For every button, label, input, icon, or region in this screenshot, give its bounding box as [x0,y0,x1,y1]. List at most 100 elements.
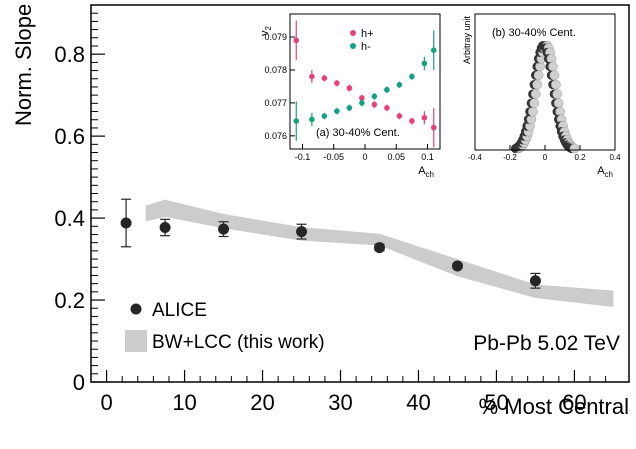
main-y-tick-label: 0.6 [54,124,85,149]
inset-a-hplus-point [359,95,365,101]
main-x-axis-title: % Most Central [479,394,629,419]
inset-b-distribution-point-light [533,70,544,81]
inset-a-hminus-point [309,116,315,123]
inset-a-background [290,14,440,149]
inset-a-v2-vs-ach: -0.1 -0.05 0 0.05 0.1 0.076 0.077 0.078 0.079 A… [259,13,441,179]
legend-bw-lcc-swatch [125,330,147,352]
inset-a-hminus-point [430,47,437,54]
alice-data-point [218,223,230,235]
inset-a-y-axis: 0.076 0.077 0.078 0.079 [264,32,295,141]
inset-a-y-tick-label: 0.079 [264,32,287,42]
inset-a-hplus-point [334,80,340,86]
inset-b-x-axis: -0.4 -0.2 0 0.2 0.4 [468,145,621,162]
inset-b-distribution-point-light [529,98,540,109]
inset-a-y-axis-title-sub: 2 [264,25,273,30]
alice-data-point [296,226,308,238]
inset-b-annotation: (b) 30-40% Cent. [492,27,576,39]
inset-b-distribution-point-light [552,89,563,99]
inset-a-y-tick-label: 0.078 [264,65,287,75]
inset-a-hplus-point [321,75,328,82]
main-y-axis-title: Norm. Slope [11,4,36,126]
inset-b-distribution-point-light [530,89,541,99]
main-y-tick-label: 0 [73,370,85,395]
inset-b-distribution-point-light [532,79,543,90]
inset-a-hminus-point [409,73,415,80]
inset-a-legend-hplus-marker [350,30,356,36]
inset-a-hplus-point [309,73,315,80]
inset-b-x-tick-label: 0.2 [574,153,586,162]
main-x-tick-label: 30 [328,390,352,415]
inset-b-x-tick-label: 0.4 [609,153,621,162]
inset-b-distribution-point-light [569,143,580,154]
inset-a-hplus-point [384,105,390,111]
alice-data-point [373,242,385,254]
inset-a-hplus-point [430,124,437,131]
inset-a-hplus-point [409,118,415,124]
bw-lcc-band [145,199,614,307]
inset-a-x-axis-title-sub: ch [426,170,434,179]
inset-a-x-tick-label: -0.05 [323,152,344,162]
main-chart: 0 10 20 30 40 50 60 00.20.40.60.8 % Most Centr… [11,4,630,419]
inset-a-x-tick-label: -0.1 [295,152,311,162]
inset-a-legend-hminus-label: h- [361,41,371,53]
main-x-tick-label: 40 [406,390,430,415]
inset-a-hplus-point [421,114,428,121]
alice-points-layer [120,198,541,289]
inset-a-y-axis-title-main: v [259,30,271,36]
inset-a-x-axis-title: Ach [418,165,434,179]
inset-b-distribution-point-light [550,79,561,90]
inset-a-hplus-point [293,37,300,44]
main-x-tick-label: 0 [100,390,112,415]
inset-a-legend-hminus-marker [350,43,356,49]
inset-a-hminus-point [334,108,340,114]
inset-b-y-axis-title: Arbitray unit [462,16,472,65]
inset-a-hplus-point [371,101,378,108]
legend-alice-marker [130,303,142,315]
inset-b-background [475,14,615,150]
main-x-tick-label: 20 [250,390,274,415]
inset-b-distribution-point-light [528,106,538,117]
legend-bw-lcc-label: BW+LCC (this work) [152,332,325,353]
inset-a-hminus-point [384,86,390,93]
inset-a-hminus-point [321,113,328,119]
alice-data-point [159,222,171,234]
inset-b-x-tick-label: -0.4 [468,153,482,162]
collision-system-label: Pb-Pb 5.02 TeV [473,332,620,355]
main-x-axis: 0 10 20 30 40 50 60 [100,370,607,415]
main-y-axis: 0 0.2 0.4 0.6 0.8 [54,12,105,395]
inset-a-hplus-point [396,113,403,119]
main-x-tick-label: 50 [484,390,508,415]
bw-lcc-band-layer [145,199,614,307]
inset-a-x-tick-label: 0.05 [387,152,405,162]
inset-b-x-axis-title-main: A [597,165,605,177]
inset-a-legend-hplus-label: h+ [361,28,374,40]
inset-b-distribution: -0.4 -0.2 0 0.2 0.4 Ach Arbitray unit (b) 30… [462,13,621,179]
inset-a-hplus-point [346,85,353,91]
alice-data-point [451,260,463,272]
inset-b-x-axis-title-sub: ch [605,170,613,179]
alice-data-point [529,275,541,287]
main-y-tick-label: 0.2 [54,288,85,313]
main-x-tick-label: 10 [172,390,196,415]
inset-a-y-axis-title: v2 [259,25,273,36]
inset-a-hminus-point [396,81,403,88]
main-y-tick-label: 0.8 [54,42,85,67]
inset-a-hminus-point [359,100,365,106]
inset-a-y-tick-label: 0.077 [264,98,287,108]
inset-b-points-layer [510,40,580,154]
inset-a-annotation: (a) 30-40% Cent. [316,127,400,139]
inset-b-distribution-point-light [548,61,558,72]
main-x-tick-label: 60 [562,390,586,415]
inset-b-x-axis-title: Ach [597,165,613,179]
inset-a-y-tick-label: 0.076 [264,131,287,141]
inset-a-x-axis-title-main: A [418,165,426,177]
inset-a-hminus-point [371,93,378,100]
inset-a-points-layer [293,20,437,148]
main-y-tick-label: 0.4 [54,206,85,231]
inset-a-hminus-point [293,118,300,124]
legend-alice-label: ALICE [152,300,207,321]
inset-b-distribution-point-light [553,98,564,109]
inset-a-x-tick-label: 0 [362,152,367,162]
inset-a-x-tick-label: 0.1 [421,152,434,162]
